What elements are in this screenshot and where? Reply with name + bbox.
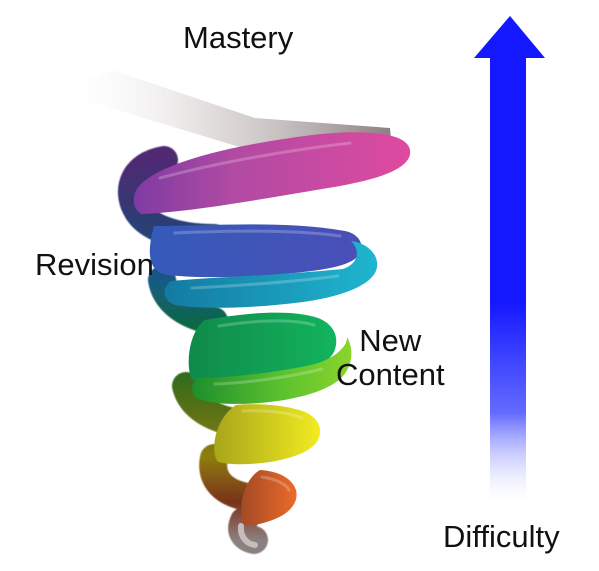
spiral-coil-revision-2 [164,241,378,308]
spiral-highlights [158,141,352,492]
revision-label: Revision [35,247,154,282]
new-content-label-line-2: Content [336,357,445,393]
spiral-coil-difficulty-orange [241,470,297,526]
spiral-coil-new-content-1 [188,312,337,383]
new-content-label-line-1: New [359,323,422,358]
spiral-coil-revision-1 [149,224,362,278]
spiral-coil-new-content-2 [192,337,352,404]
new-content-label: New Content [336,323,445,393]
spiral-top-tail [58,70,392,150]
difficulty-label: Difficulty [443,519,560,554]
mastery-label: Mastery [183,20,294,55]
spiral-coil-difficulty-yellow [214,404,321,465]
spiral-bottom-tip [237,523,258,548]
spiral-coil-mastery [133,132,411,214]
upward-arrow-icon [474,16,545,502]
